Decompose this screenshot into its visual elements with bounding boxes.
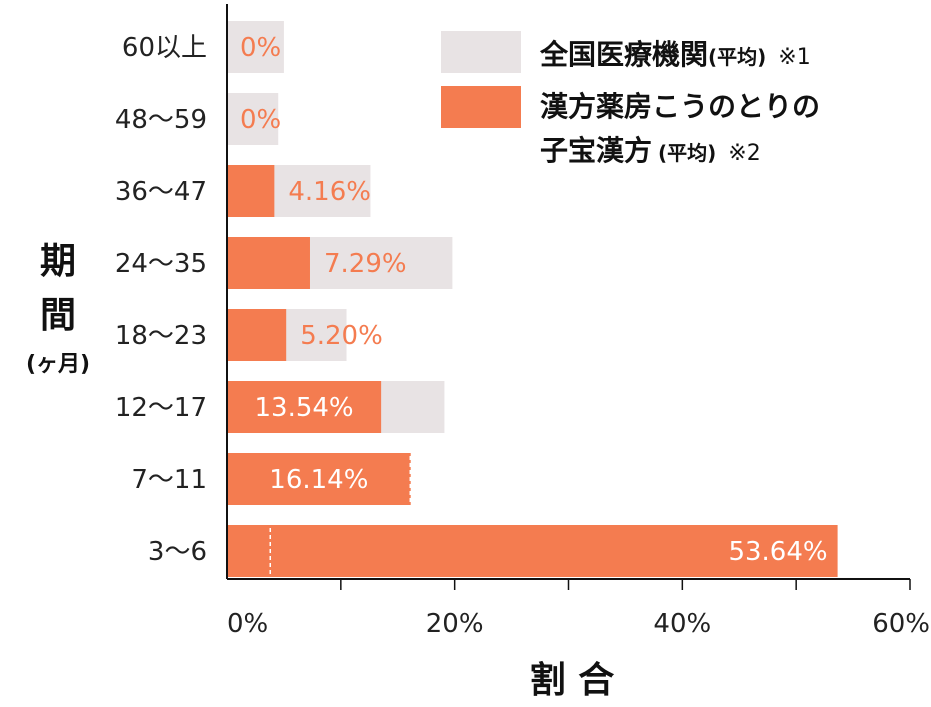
value-label: 16.14% bbox=[269, 465, 368, 495]
bar-kounotori bbox=[227, 165, 275, 217]
y-axis-unit: (ヶ月) bbox=[26, 352, 90, 377]
category-label: 12〜17 bbox=[115, 393, 207, 423]
legend-swatch-national bbox=[441, 31, 521, 73]
bar-kounotori bbox=[227, 453, 411, 505]
bar-kounotori bbox=[227, 309, 287, 361]
value-label: 13.54% bbox=[254, 393, 353, 423]
x-tick-label: 20% bbox=[426, 609, 484, 639]
value-label: 0% bbox=[240, 33, 281, 63]
bar-national-average bbox=[227, 93, 279, 145]
x-axis-title: 割 合 bbox=[530, 660, 615, 701]
x-ticks-group: 0% 20% 40% 60% bbox=[227, 579, 930, 639]
legend-label-national: 全国医療機関(平均) ※1 bbox=[539, 38, 811, 71]
legend-label-kounotori-line1: 漢方薬房こうのとりの bbox=[540, 90, 820, 123]
value-label: 53.64% bbox=[728, 537, 827, 567]
legend-label-kounotori-line2: 子宝漢方 (平均) ※2 bbox=[540, 134, 761, 167]
category-label: 60以上 bbox=[122, 33, 207, 63]
x-tick-label: 40% bbox=[653, 609, 711, 639]
legend-swatch-kounotori bbox=[441, 86, 521, 128]
x-tick-label: 0% bbox=[227, 609, 268, 639]
bar-kounotori bbox=[227, 525, 838, 577]
markers-group bbox=[269, 456, 412, 574]
value-label: 5.20% bbox=[300, 321, 383, 351]
x-tick-label: 60% bbox=[872, 609, 930, 639]
category-label: 36〜47 bbox=[115, 177, 207, 207]
category-label: 48〜59 bbox=[115, 105, 207, 135]
y-axis-title-line1: 期 bbox=[40, 241, 76, 282]
y-axis-title-line2: 間 bbox=[40, 295, 76, 336]
category-label: 3〜6 bbox=[148, 537, 207, 567]
value-label: 0% bbox=[240, 105, 281, 135]
category-label: 18〜23 bbox=[115, 321, 207, 351]
value-labels-group: 0% 0% 4.16% 7.29% 5.20% 13.54% 16.14% 53.64% bbox=[240, 33, 828, 567]
bar-national-average bbox=[227, 21, 284, 73]
category-label: 24〜35 bbox=[115, 249, 207, 279]
category-label: 7〜11 bbox=[131, 465, 207, 495]
category-labels-group: 60以上 48〜59 36〜47 24〜35 18〜23 12〜17 7〜11 3〜6 bbox=[115, 33, 207, 567]
legend: 全国医療機関(平均) ※1 漢方薬房こうのとりの 子宝漢方 (平均) ※2 bbox=[441, 31, 820, 167]
value-label: 4.16% bbox=[288, 177, 371, 207]
value-label: 7.29% bbox=[324, 249, 407, 279]
bars-group bbox=[227, 21, 838, 577]
bar-kounotori bbox=[227, 381, 382, 433]
bar-kounotori bbox=[227, 237, 310, 289]
